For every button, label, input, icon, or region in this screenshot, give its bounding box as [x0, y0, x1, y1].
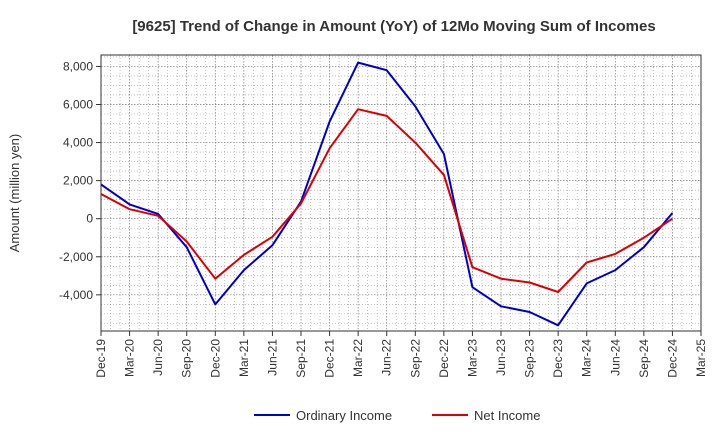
y-tick-label: -4,000 — [59, 288, 93, 302]
x-tick-label: Mar-21 — [237, 339, 251, 377]
x-tick-label: Sep-23 — [523, 339, 537, 378]
x-tick-label: Sep-22 — [408, 339, 422, 378]
x-tick-label: Jun-23 — [494, 339, 508, 376]
x-tick-label: Jun-24 — [608, 339, 622, 376]
x-tick-label: Dec-21 — [323, 339, 337, 378]
x-tick-label: Sep-21 — [294, 339, 308, 378]
x-tick-label: Mar-25 — [694, 339, 708, 377]
plot-frame — [100, 54, 702, 332]
axes: -4,000 -2,000 0 2,000 4,000 6,000 8,000 Dec-19 M… — [59, 54, 708, 378]
ordinary-income-line — [100, 61, 674, 327]
grid — [100, 55, 702, 331]
x-tick-label: Jun-20 — [151, 339, 165, 376]
y-tick-label: 0 — [86, 212, 93, 226]
x-tick-label: Dec-24 — [665, 339, 679, 378]
x-tick-label: Mar-23 — [465, 339, 479, 377]
y-tick-label: 4,000 — [63, 136, 93, 150]
y-tick-label: -2,000 — [59, 250, 93, 264]
x-tick-label: Jun-21 — [265, 339, 279, 376]
legend-label-net-income: Net Income — [474, 408, 540, 423]
chart-title: [9625] Trend of Change in Amount (YoY) o… — [132, 18, 655, 35]
legend-label-ordinary-income: Ordinary Income — [296, 408, 392, 423]
x-tick-label: Mar-20 — [123, 339, 137, 377]
x-tick-label: Dec-23 — [551, 339, 565, 378]
series-lines — [100, 61, 674, 327]
x-tick-label: Mar-24 — [580, 339, 594, 377]
x-tick-label: Sep-20 — [180, 339, 194, 378]
x-tick-label: Dec-22 — [437, 339, 451, 378]
y-tick-label: 6,000 — [63, 97, 93, 111]
x-tick-label: Sep-24 — [637, 339, 651, 378]
y-axis-label: Amount (million yen) — [7, 134, 22, 253]
x-tick-label: Dec-20 — [208, 339, 222, 378]
x-tick-label: Dec-19 — [94, 339, 108, 378]
y-tick-label: 8,000 — [63, 59, 93, 73]
x-tick-label: Mar-22 — [351, 339, 365, 377]
legend: Ordinary Income Net Income — [254, 408, 540, 423]
y-tick-label: 2,000 — [63, 174, 93, 188]
net-income-line — [100, 108, 673, 293]
x-tick-label: Jun-22 — [380, 339, 394, 376]
